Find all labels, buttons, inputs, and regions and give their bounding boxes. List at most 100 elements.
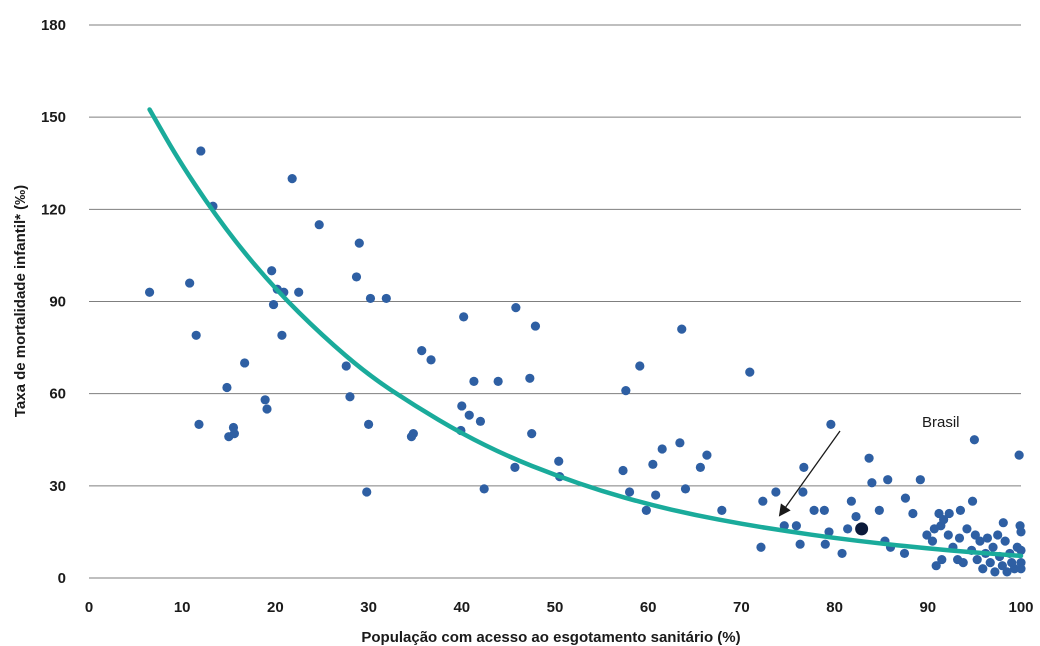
data-point: [1009, 564, 1020, 574]
data-point: [222, 382, 232, 393]
data-point: [525, 373, 535, 383]
data-point: [351, 272, 362, 282]
data-point: [824, 527, 834, 537]
data-point: [972, 554, 982, 565]
data-point: [864, 453, 874, 463]
data-point: [931, 561, 941, 571]
data-point: [962, 524, 972, 534]
data-point: [908, 508, 918, 519]
data-point: [1016, 564, 1026, 574]
x-tick-label: 60: [640, 599, 657, 616]
data-point: [268, 299, 279, 310]
data-point: [417, 346, 427, 356]
x-axis-ticks: 0 10 20 30 40 50 60 70 80 90 100: [85, 599, 1034, 616]
data-point: [362, 487, 372, 497]
data-point: [795, 539, 805, 549]
data-point: [527, 429, 537, 439]
data-point: [758, 496, 768, 506]
y-tick-label: 60: [49, 386, 66, 403]
data-point: [1002, 567, 1012, 577]
data-point: [837, 548, 847, 559]
data-point: [651, 490, 661, 500]
data-point: [874, 505, 884, 516]
data-point: [341, 361, 351, 371]
brasil-label: Brasil: [922, 414, 960, 431]
data-point: [915, 475, 925, 485]
y-tick-label: 30: [49, 478, 66, 495]
y-tick-label: 90: [49, 294, 66, 311]
data-point: [1016, 527, 1026, 537]
x-tick-label: 100: [1008, 599, 1033, 616]
x-tick-label: 80: [826, 599, 843, 616]
data-point: [657, 444, 667, 454]
data-point: [530, 321, 541, 331]
data-point: [745, 367, 755, 377]
data-point: [260, 395, 270, 405]
data-point: [899, 548, 910, 559]
data-point: [680, 484, 691, 494]
data-point: [867, 478, 877, 488]
x-axis-title: População com acesso ao esgotamento sani…: [361, 629, 740, 646]
x-tick-label: 70: [733, 599, 750, 616]
data-point: [819, 505, 829, 516]
data-point: [475, 416, 486, 426]
data-point: [648, 459, 658, 469]
data-point: [196, 146, 206, 156]
data-point: [717, 505, 727, 516]
data-point: [641, 505, 651, 516]
data-point: [185, 278, 195, 288]
data-point: [479, 484, 489, 494]
data-point: [345, 392, 355, 402]
gridlines: [89, 24, 1021, 579]
data-point: [677, 324, 687, 334]
x-tick-label: 20: [267, 599, 284, 616]
data-point: [229, 429, 239, 439]
data-point: [958, 558, 968, 568]
data-point: [464, 410, 474, 420]
x-tick-label: 30: [360, 599, 377, 616]
data-point: [702, 450, 712, 460]
data-point: [851, 511, 861, 522]
data-point: [364, 419, 374, 429]
data-point: [354, 238, 364, 248]
y-tick-label: 180: [41, 17, 66, 34]
data-point: [967, 496, 978, 506]
data-point: [927, 536, 938, 546]
data-point: [1000, 536, 1010, 546]
data-point: [883, 475, 893, 485]
trend-line: [147, 107, 1024, 559]
data-point: [365, 293, 376, 304]
data-point: [635, 361, 645, 371]
data-point: [621, 385, 631, 396]
highlight-group: [778, 430, 869, 536]
y-axis-ticks: 0 30 60 90 120 150 180: [41, 17, 66, 587]
data-point: [771, 487, 781, 497]
data-point: [900, 493, 911, 503]
data-point: [798, 487, 808, 497]
brasil-arrow: [778, 430, 841, 517]
data-point: [982, 533, 993, 543]
data-point: [990, 567, 1000, 577]
data-point: [554, 456, 564, 466]
data-point: [799, 462, 809, 472]
data-point: [459, 312, 469, 322]
data-point: [943, 530, 953, 540]
data-point: [240, 358, 250, 368]
data-point: [624, 487, 635, 497]
data-point: [985, 558, 995, 568]
data-point: [955, 505, 966, 516]
data-point: [314, 220, 324, 230]
data-point: [791, 521, 801, 531]
data-point: [194, 419, 204, 429]
data-point: [820, 539, 830, 549]
data-point: [826, 419, 836, 429]
x-tick-label: 50: [547, 599, 564, 616]
data-point: [695, 462, 705, 472]
data-point: [287, 174, 297, 184]
data-point: [267, 266, 277, 276]
data-point: [262, 404, 272, 414]
data-point: [294, 287, 304, 297]
data-point: [756, 542, 766, 552]
x-tick-label: 10: [174, 599, 191, 616]
